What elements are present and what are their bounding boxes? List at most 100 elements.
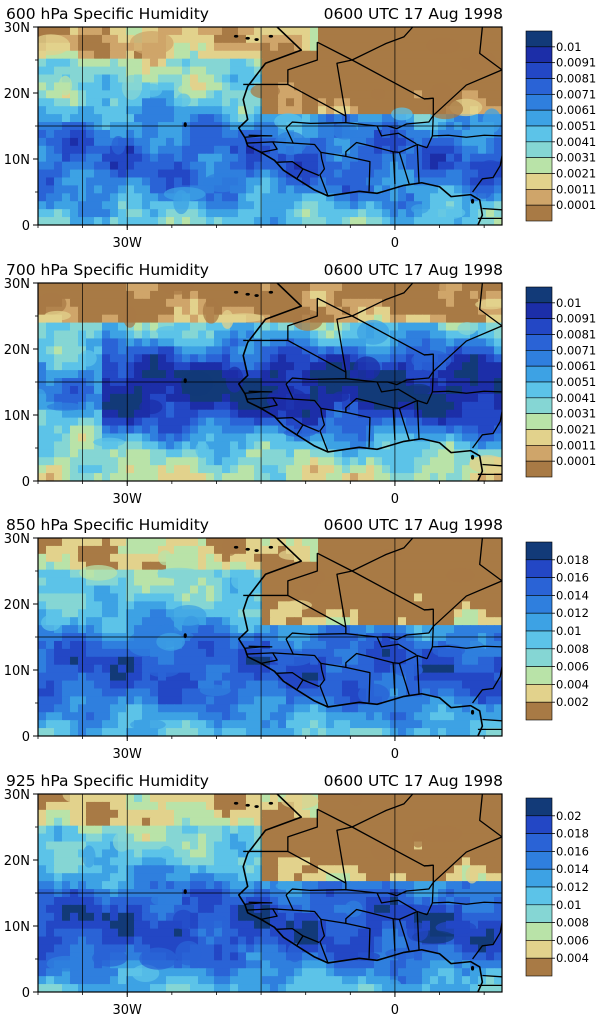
colorbar-label: 0.0031 xyxy=(556,407,596,421)
colorbar-swatch xyxy=(525,413,553,430)
humidity-field xyxy=(38,538,502,736)
graticule xyxy=(38,27,502,225)
island xyxy=(245,803,250,807)
colorbar-swatch xyxy=(525,350,553,367)
colorbar-label: 0.02 xyxy=(556,809,582,823)
colorbar-swatch xyxy=(525,886,553,906)
colorbar-swatch xyxy=(525,868,553,888)
colorbar-label: 0.008 xyxy=(556,916,589,930)
colorbar-swatch xyxy=(525,577,553,596)
lon-label: 30W xyxy=(113,747,143,762)
lat-label: 20N xyxy=(4,343,30,358)
colorbar-swatch xyxy=(525,189,553,206)
island xyxy=(233,545,239,549)
colorbar-swatch xyxy=(525,204,553,222)
colorbar-label: 0.0041 xyxy=(556,135,596,149)
colorbar-swatch xyxy=(525,381,553,399)
island xyxy=(470,709,475,715)
colorbar-swatch xyxy=(525,648,553,667)
panel-time: 0600 UTC 17 Aug 1998 xyxy=(324,5,503,23)
graticule xyxy=(38,538,502,736)
colorbar-label: 0.0011 xyxy=(556,438,596,452)
colorbar-swatch xyxy=(525,684,553,703)
country-borders xyxy=(237,538,502,736)
colorbar-label: 0.0021 xyxy=(556,423,596,437)
colorbar-label: 0.0061 xyxy=(556,359,596,373)
lat-label: 0 xyxy=(22,986,30,1001)
colorbar: 0.018 0.016 0.014 0.012 0.01 0.008 0.006 0.004 0… xyxy=(525,541,589,721)
lat-label: 10N xyxy=(4,920,30,935)
colorbar-label: 0.0051 xyxy=(556,375,596,389)
island xyxy=(254,805,259,808)
colorbar-label: 0.012 xyxy=(556,880,589,894)
colorbar-swatch xyxy=(525,815,553,834)
island xyxy=(233,34,239,38)
island xyxy=(254,38,259,41)
lat-label: 0 xyxy=(22,730,30,745)
lon-label: 30W xyxy=(113,236,143,251)
lat-label: 20N xyxy=(4,854,30,869)
lon-label: 0 xyxy=(391,747,399,762)
colorbar-label: 0.014 xyxy=(556,862,589,876)
colorbar-swatch xyxy=(525,666,553,685)
lat-label: 10N xyxy=(4,153,30,168)
island xyxy=(245,547,250,551)
colorbar-swatch xyxy=(525,851,553,870)
colorbar-label: 0.002 xyxy=(556,695,589,709)
lat-label: 30N xyxy=(4,277,30,292)
colorbar-swatch xyxy=(525,922,553,941)
colorbar-swatch xyxy=(525,94,553,111)
colorbar-label: 0.01 xyxy=(556,624,582,638)
colorbar-swatch xyxy=(525,46,553,63)
colorbar-label: 0.0091 xyxy=(556,56,596,70)
colorbar-label: 0.0031 xyxy=(556,151,596,165)
colorbar-label: 0.01 xyxy=(556,296,582,310)
colorbar-label: 0.0041 xyxy=(556,391,596,405)
colorbar-label: 0.018 xyxy=(556,827,589,841)
colorbar-label: 0.0051 xyxy=(556,119,596,133)
colorbar-swatch xyxy=(525,302,553,319)
panel-time: 0600 UTC 17 Aug 1998 xyxy=(324,772,503,790)
colorbar-label: 0.006 xyxy=(556,660,589,674)
lat-label: 10N xyxy=(4,664,30,679)
lon-label: 30W xyxy=(113,492,143,507)
colorbar-label: 0.0001 xyxy=(556,454,596,468)
island xyxy=(233,801,239,805)
colorbar-swatch xyxy=(525,797,553,817)
island xyxy=(254,549,259,552)
map-panel-0: 600 hPa Specific Humidity 0600 UTC 17 Aug… xyxy=(4,5,597,251)
colorbar-swatch xyxy=(525,541,553,561)
colorbar-swatch xyxy=(525,630,553,650)
island xyxy=(470,198,475,204)
colorbar-label: 0.0081 xyxy=(556,328,596,342)
island xyxy=(183,889,187,895)
colorbar-swatch xyxy=(525,141,553,158)
colorbar-swatch xyxy=(525,429,553,446)
colorbar-label: 0.0071 xyxy=(556,87,596,101)
colorbar-label: 0.018 xyxy=(556,553,589,567)
country-borders xyxy=(237,283,502,481)
colorbar-label: 0.0081 xyxy=(556,72,596,86)
map-panel-2: 850 hPa Specific Humidity 0600 UTC 17 Aug… xyxy=(4,516,589,762)
lat-label: 10N xyxy=(4,409,30,424)
colorbar-swatch xyxy=(525,559,553,578)
map-panel-1: 700 hPa Specific Humidity 0600 UTC 17 Aug… xyxy=(4,261,597,507)
colorbar-swatch xyxy=(525,78,553,95)
colorbar-swatch xyxy=(525,833,553,852)
colorbar-swatch xyxy=(525,318,553,335)
island xyxy=(254,294,259,297)
panel-title: 600 hPa Specific Humidity xyxy=(6,5,209,23)
colorbar-swatch xyxy=(525,612,553,632)
island xyxy=(245,292,250,296)
lat-label: 30N xyxy=(4,21,30,36)
colorbar-label: 0.004 xyxy=(556,677,589,691)
colorbar-label: 0.016 xyxy=(556,571,589,585)
map-panel-3: 925 hPa Specific Humidity 0600 UTC 17 Aug… xyxy=(4,772,589,1018)
colorbar-swatch xyxy=(525,173,553,190)
island xyxy=(268,290,274,294)
colorbar-swatch xyxy=(525,157,553,174)
panel-time: 0600 UTC 17 Aug 1998 xyxy=(324,261,503,279)
island xyxy=(183,378,187,384)
colorbar-label: 0.0071 xyxy=(556,343,596,357)
